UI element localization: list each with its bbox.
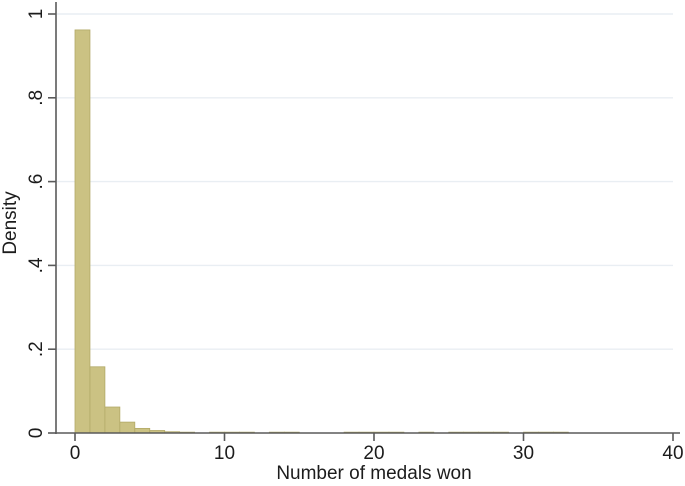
- histogram-bar: [119, 421, 136, 434]
- x-axis-title: Number of medals won: [276, 463, 471, 484]
- y-axis-title: Density: [0, 191, 21, 255]
- gridlines: [57, 13, 673, 350]
- y-tick-label: .4: [26, 257, 47, 273]
- histogram-bar: [104, 406, 121, 434]
- x-axis-ticks: 0 10 20 30 40: [70, 433, 684, 464]
- y-tick-label: 0: [26, 428, 47, 439]
- histogram-bar: [89, 366, 106, 434]
- axes: [55, 2, 680, 434]
- x-tick-label: 40: [662, 443, 683, 464]
- y-tick-label: .2: [26, 341, 47, 357]
- histogram-bars: [74, 29, 569, 434]
- x-tick-label: 0: [70, 443, 81, 464]
- y-tick-label: .6: [26, 174, 47, 190]
- y-tick-label: .8: [26, 90, 47, 106]
- x-tick-label: 30: [513, 443, 534, 464]
- y-tick-label: 1: [26, 9, 47, 20]
- histogram-bar: [74, 29, 91, 434]
- y-axis-ticks: 0 .2 .4 .6 .8 1: [26, 9, 56, 439]
- x-tick-label: 10: [214, 443, 235, 464]
- x-tick-label: 20: [363, 443, 384, 464]
